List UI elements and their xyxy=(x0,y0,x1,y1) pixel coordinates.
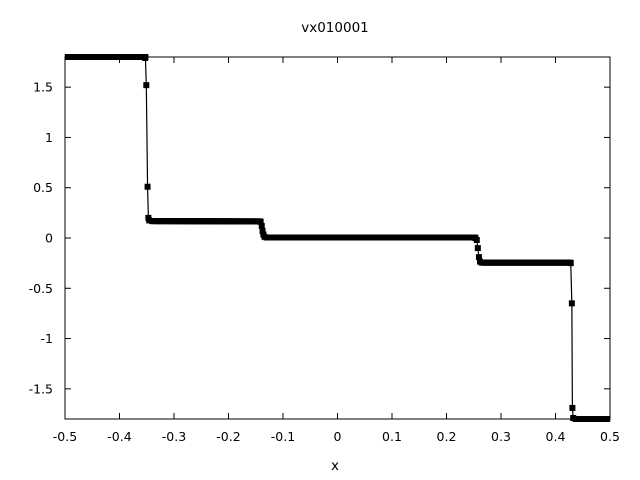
x-tick-label: 0.2 xyxy=(437,429,457,444)
data-point xyxy=(143,82,150,89)
y-tick-label: -1.5 xyxy=(29,381,53,396)
chart-title: vx010001 xyxy=(301,20,369,36)
x-tick-label: -0.3 xyxy=(162,429,186,444)
data-point xyxy=(259,227,266,234)
data-point xyxy=(474,245,481,252)
data-point xyxy=(257,218,264,225)
x-axis: -0.5 -0.4 -0.3 -0.2 -0.1 0 0.1 0.2 0.3 0.4 0.5 xyxy=(53,57,620,444)
x-tick-label: 0.4 xyxy=(546,429,566,444)
data-point xyxy=(568,300,575,307)
data-point xyxy=(569,404,576,411)
data-point xyxy=(142,54,149,60)
data-point xyxy=(144,183,151,190)
data-point xyxy=(567,260,574,267)
data-point xyxy=(475,254,482,261)
y-tick-label: 0 xyxy=(45,231,53,246)
data-point xyxy=(258,222,265,229)
x-tick-label: 0.3 xyxy=(491,429,511,444)
y-axis: 1.5 1 0.5 0 -0.5 -1 -1.5 xyxy=(29,80,610,396)
y-tick-label: 1.5 xyxy=(33,80,53,95)
y-tick-label: 0.5 xyxy=(33,180,53,195)
data-point xyxy=(604,416,611,422)
x-tick-label: -0.1 xyxy=(271,429,295,444)
y-tick-label: -1 xyxy=(41,331,53,346)
data-point xyxy=(473,237,480,244)
x-tick-label: 0.5 xyxy=(600,429,620,444)
y-tick-label: -0.5 xyxy=(29,281,53,296)
x-tick-label: 0 xyxy=(334,429,342,444)
y-tick-label: 1 xyxy=(45,130,53,145)
x-tick-label: 0.1 xyxy=(382,429,402,444)
x-tick-label: -0.5 xyxy=(53,429,77,444)
series-vx xyxy=(64,54,611,422)
x-tick-label: -0.4 xyxy=(107,429,131,444)
x-axis-label: x xyxy=(331,458,339,474)
x-tick-label: -0.2 xyxy=(216,429,240,444)
